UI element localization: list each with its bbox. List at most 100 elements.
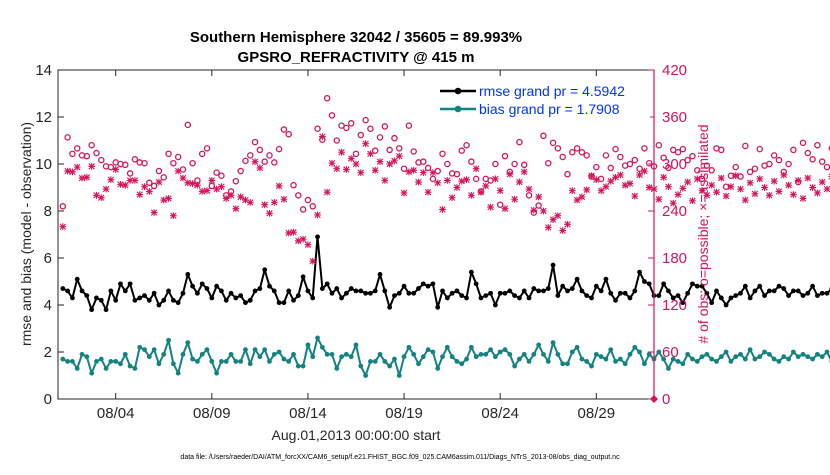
obs-assimilated-point bbox=[179, 174, 187, 182]
obs-assimilated-point bbox=[727, 183, 735, 191]
obs-possible-point bbox=[641, 145, 648, 152]
obs-assimilated-point bbox=[761, 184, 768, 191]
bias-point bbox=[103, 366, 109, 371]
obs-assimilated-point bbox=[482, 182, 490, 190]
obs-possible-point bbox=[64, 134, 71, 141]
obs-assimilated-point bbox=[429, 169, 437, 176]
obs-assimilated-point bbox=[208, 177, 216, 184]
bias-point bbox=[142, 347, 147, 353]
legend-box bbox=[434, 76, 650, 122]
rmse-point bbox=[137, 295, 143, 301]
rmse-point bbox=[675, 293, 681, 298]
obs-possible-point bbox=[376, 134, 384, 141]
rmse-point bbox=[305, 288, 311, 294]
obs-assimilated-point bbox=[737, 185, 744, 193]
obs-possible-point bbox=[266, 152, 273, 159]
rmse-point bbox=[776, 283, 782, 289]
rmse-point bbox=[247, 297, 253, 303]
rmse-point bbox=[204, 286, 210, 291]
obs-assimilated-point bbox=[679, 184, 687, 192]
rmse-point bbox=[146, 297, 152, 303]
rmse-point bbox=[257, 286, 263, 291]
rmse-point bbox=[512, 293, 518, 298]
chart-title-line-1: Southern Hemisphere 32042 / 35605 = 89.9… bbox=[190, 29, 522, 46]
y-tick-label: 14 bbox=[35, 62, 52, 79]
obs-possible-point bbox=[501, 152, 509, 160]
obs-possible-point bbox=[314, 125, 321, 133]
bias-point bbox=[430, 349, 436, 355]
obs-possible-point bbox=[516, 138, 523, 146]
bias-point bbox=[238, 359, 244, 364]
bias-point bbox=[449, 354, 455, 360]
bias-point bbox=[60, 356, 66, 362]
rmse-point bbox=[603, 276, 609, 282]
rmse-point bbox=[584, 293, 590, 298]
obs-possible-point bbox=[400, 165, 408, 172]
obs-assimilated-point bbox=[410, 166, 418, 174]
x-tick-label: 08/04 bbox=[97, 405, 135, 422]
bias-point bbox=[670, 356, 676, 362]
bias-point bbox=[185, 340, 191, 345]
bias-point bbox=[555, 351, 561, 357]
rmse-point bbox=[199, 281, 205, 287]
obs-assimilated-point bbox=[698, 187, 706, 194]
rmse-point bbox=[324, 281, 330, 287]
bias-point bbox=[444, 344, 450, 350]
obs-assimilated-point bbox=[367, 150, 374, 158]
rmse-point bbox=[728, 295, 734, 301]
bias-point bbox=[641, 361, 647, 367]
obs-possible-point bbox=[367, 125, 374, 133]
rmse-point bbox=[685, 290, 691, 296]
obs-possible-point bbox=[775, 156, 783, 164]
obs-assimilated-point bbox=[386, 160, 394, 168]
rmse-point bbox=[416, 286, 421, 291]
rmse-point bbox=[127, 281, 133, 287]
obs-assimilated-point bbox=[395, 152, 403, 160]
obs-assimilated-point bbox=[501, 205, 509, 213]
obs-possible-point bbox=[126, 170, 134, 177]
obs-assimilated-point bbox=[665, 183, 672, 191]
bias-point bbox=[113, 359, 119, 364]
bias-point bbox=[348, 354, 354, 360]
rmse-point bbox=[550, 262, 556, 268]
bias-line bbox=[62, 336, 830, 377]
rmse-point bbox=[742, 283, 748, 289]
obs-possible-point bbox=[242, 157, 249, 165]
bias-point bbox=[233, 359, 239, 364]
obs-assimilated-point bbox=[472, 165, 480, 173]
rmse-point bbox=[387, 304, 393, 310]
rmse-point bbox=[392, 293, 397, 298]
obs-assimilated-point bbox=[568, 187, 576, 194]
obs-possible-point bbox=[83, 152, 91, 160]
obs-possible-point bbox=[689, 152, 696, 160]
rmse-point bbox=[315, 234, 320, 240]
rmse-point bbox=[310, 295, 316, 301]
rmse-point bbox=[560, 283, 566, 289]
bias-point bbox=[584, 359, 590, 364]
obs-possible-point bbox=[545, 159, 552, 167]
obs-possible-point bbox=[463, 141, 470, 149]
obs-possible-point bbox=[645, 159, 653, 167]
bias-point bbox=[291, 351, 296, 357]
rmse-point bbox=[84, 293, 90, 298]
bias-point bbox=[690, 356, 695, 362]
bias-point bbox=[468, 344, 474, 350]
rmse-point bbox=[757, 283, 763, 289]
bias-point bbox=[180, 351, 186, 357]
rmse-point bbox=[670, 295, 676, 301]
bias-point bbox=[790, 349, 796, 355]
rmse-point bbox=[449, 290, 455, 296]
obs-possible-point bbox=[280, 126, 288, 133]
obs-assimilated-point bbox=[655, 195, 663, 203]
rmse-point bbox=[641, 279, 647, 284]
rmse-point bbox=[574, 276, 580, 282]
bias-point bbox=[685, 351, 691, 357]
rmse-point bbox=[622, 290, 628, 296]
obs-possible-point bbox=[343, 124, 350, 132]
obs-assimilated-point bbox=[304, 241, 312, 249]
obs-assimilated-point bbox=[636, 171, 643, 179]
obs-assimilated-point bbox=[549, 216, 557, 223]
obs-assimilated-point bbox=[458, 177, 466, 185]
obs-assimilated-point bbox=[285, 229, 293, 237]
obs-assimilated-point bbox=[237, 193, 245, 201]
